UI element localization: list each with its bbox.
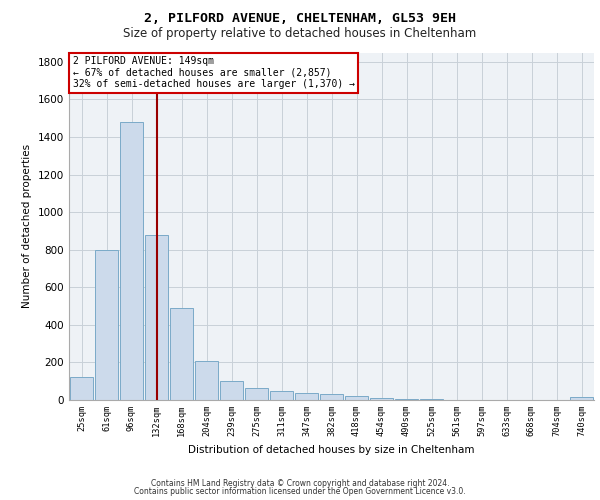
X-axis label: Distribution of detached houses by size in Cheltenham: Distribution of detached houses by size …: [188, 444, 475, 454]
Text: Contains public sector information licensed under the Open Government Licence v3: Contains public sector information licen…: [134, 487, 466, 496]
Bar: [170, 308, 193, 400]
Y-axis label: Number of detached properties: Number of detached properties: [22, 144, 32, 308]
Bar: [344, 396, 368, 400]
Text: Size of property relative to detached houses in Cheltenham: Size of property relative to detached ho…: [124, 28, 476, 40]
Bar: [269, 390, 293, 400]
Bar: [419, 399, 443, 400]
Bar: [295, 393, 319, 400]
Bar: [119, 122, 143, 400]
Text: 2 PILFORD AVENUE: 149sqm
← 67% of detached houses are smaller (2,857)
32% of sem: 2 PILFORD AVENUE: 149sqm ← 67% of detach…: [73, 56, 355, 90]
Bar: [70, 376, 94, 400]
Bar: [370, 398, 394, 400]
Bar: [95, 250, 118, 400]
Bar: [569, 397, 593, 400]
Bar: [395, 399, 418, 400]
Bar: [220, 381, 244, 400]
Bar: [320, 394, 343, 400]
Bar: [145, 234, 169, 400]
Text: Contains HM Land Registry data © Crown copyright and database right 2024.: Contains HM Land Registry data © Crown c…: [151, 478, 449, 488]
Bar: [194, 362, 218, 400]
Text: 2, PILFORD AVENUE, CHELTENHAM, GL53 9EH: 2, PILFORD AVENUE, CHELTENHAM, GL53 9EH: [144, 12, 456, 26]
Bar: [245, 388, 268, 400]
